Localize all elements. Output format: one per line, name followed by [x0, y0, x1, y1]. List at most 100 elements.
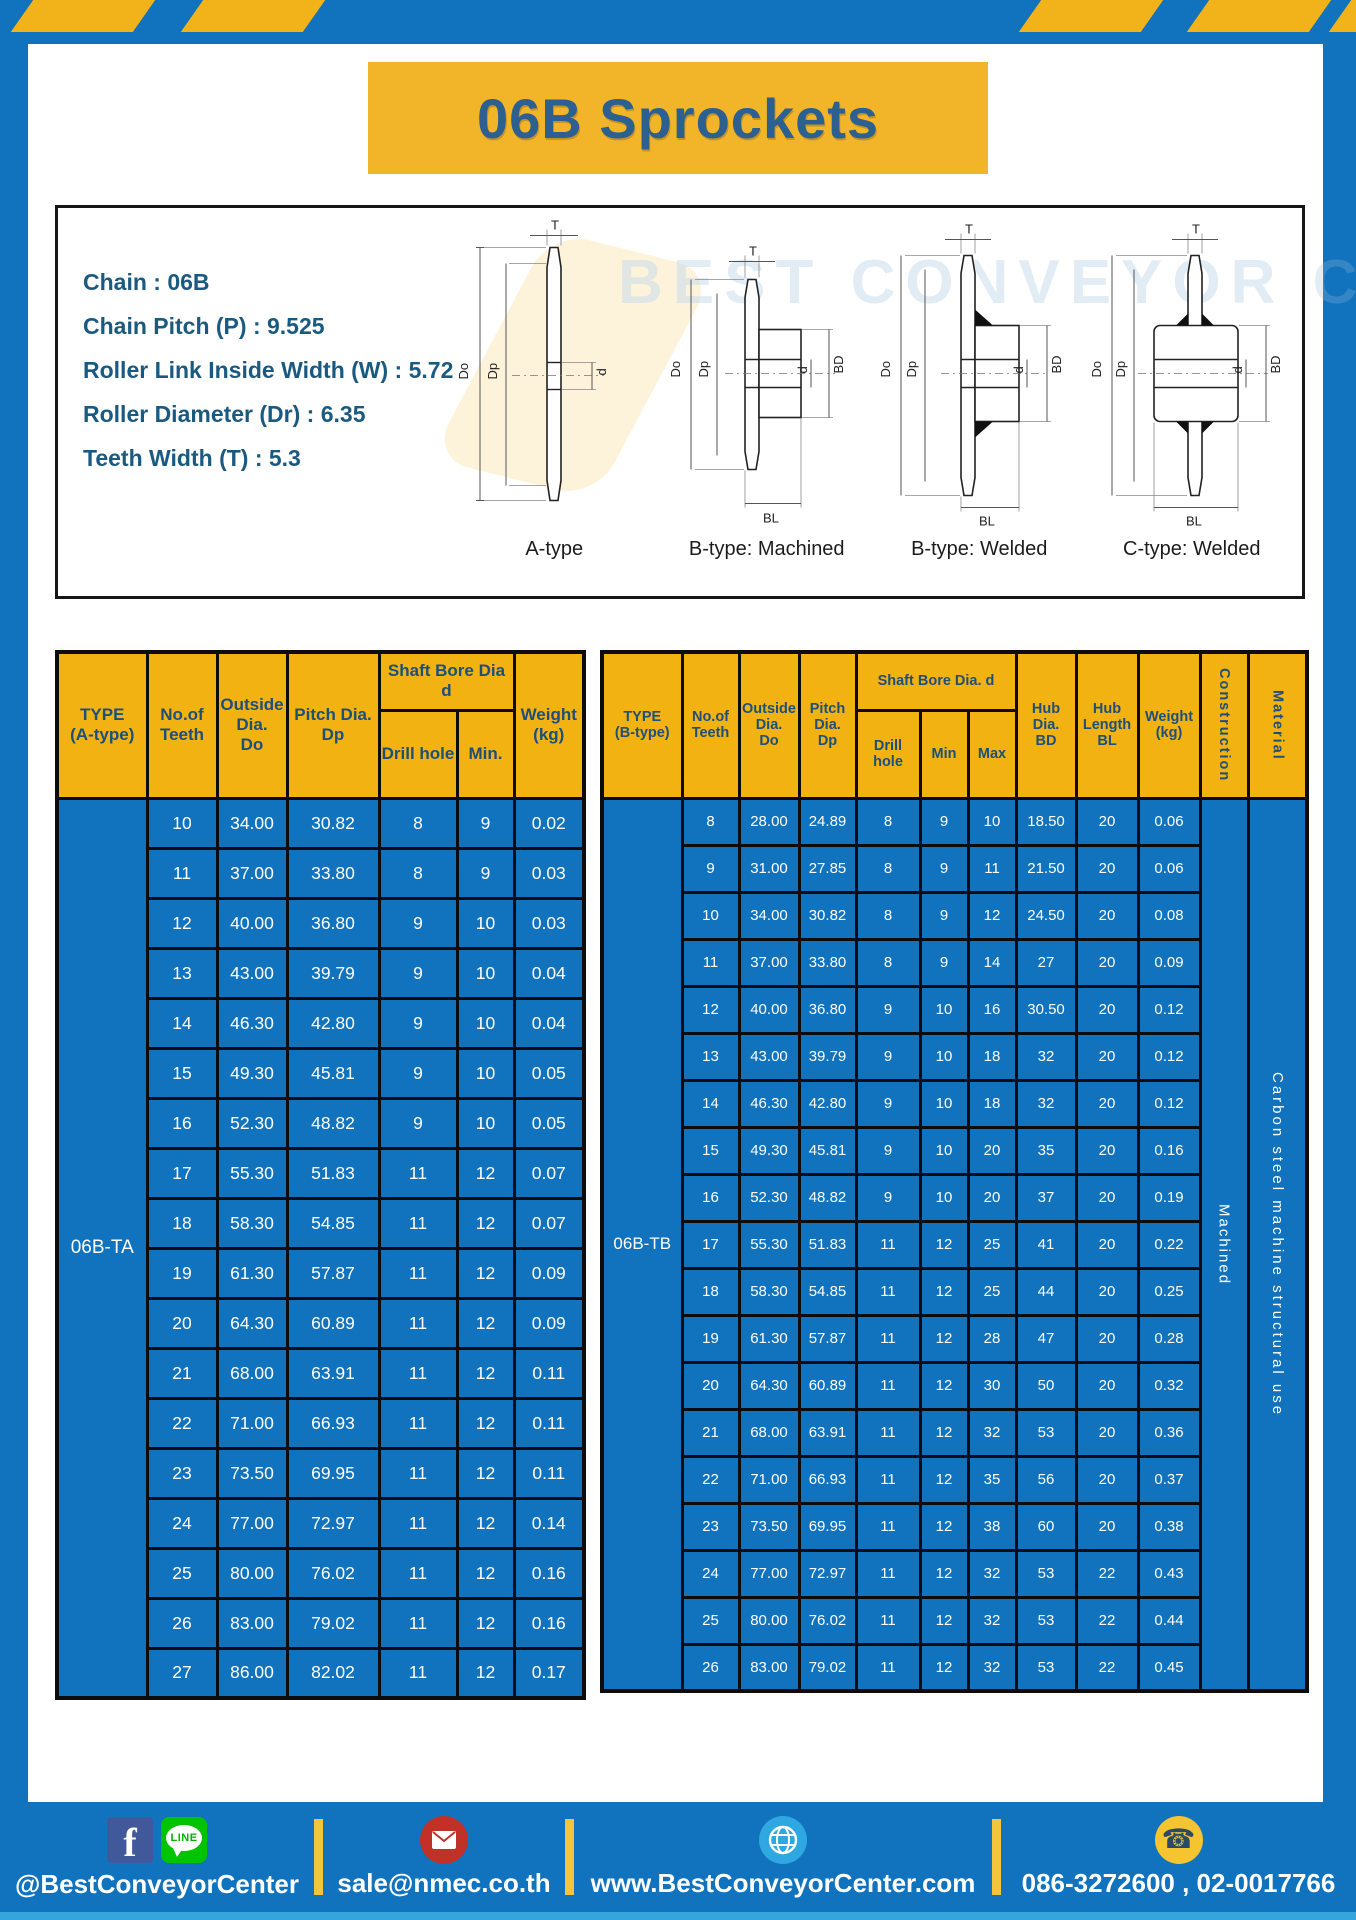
- table-cell: 8: [680, 796, 741, 847]
- table-cell: 30.82: [797, 890, 858, 941]
- dim-Do: Do: [668, 279, 744, 470]
- col-header-teeth: No.of Teeth: [145, 650, 219, 800]
- table-cell: 20: [1074, 1078, 1140, 1129]
- website-url[interactable]: www.BestConveyorCenter.com: [590, 1867, 976, 1898]
- table-cell: 11: [854, 1642, 922, 1693]
- table-b-type: TYPE (B-type) No.of Teeth Outside Dia. D…: [600, 650, 1310, 1693]
- table-cell: 0.22: [1136, 1219, 1202, 1270]
- table-cell: 11: [377, 1146, 459, 1200]
- table-cell: 0.28: [1136, 1313, 1202, 1364]
- table-cell: 18: [966, 1031, 1018, 1082]
- table-cell: 12: [455, 1596, 516, 1650]
- diagram-caption: B-type: Welded: [911, 538, 1048, 560]
- table-cell: 11: [377, 1596, 459, 1650]
- table-row: 15 49.30 45.81 9 10 20 35 20 0.16: [602, 1125, 1307, 1176]
- table-cell: 12: [455, 1546, 516, 1600]
- dim-label-bl: BL: [763, 511, 779, 526]
- table-cell: 66.93: [285, 1396, 381, 1450]
- spec-diagram-panel: BEST CONVEYOR CENTER Chain : 06B Chain P…: [55, 205, 1356, 599]
- table-cell: 0.03: [512, 846, 586, 900]
- table-row: 20 64.30 60.89 11 12 30 50 20 0.32: [602, 1360, 1307, 1411]
- table-cell: 39.79: [285, 946, 381, 1000]
- table-cell: 20: [1074, 890, 1140, 941]
- table-row: 24 77.00 72.97 11 12 0.14: [57, 1496, 586, 1550]
- table-cell: 10: [918, 984, 970, 1035]
- table-cell: 0.16: [512, 1596, 586, 1650]
- diagram-caption: C-type: Welded: [1123, 538, 1261, 560]
- table-cell: 0.17: [512, 1646, 586, 1700]
- table-cell: 41: [1014, 1219, 1078, 1270]
- table-cell: 10: [455, 1046, 516, 1100]
- table-cell: 54.85: [285, 1196, 381, 1250]
- table-cell: 0.45: [1136, 1642, 1202, 1693]
- sprocket-drawing-a-type: T Do: [456, 218, 609, 502]
- table-cell: 9: [377, 896, 459, 950]
- material-cell: Carbon steel machine structural use: [1246, 796, 1309, 1693]
- table-cell: 11: [854, 1548, 922, 1599]
- col-header-pitch: Pitch Dia. Dp: [285, 650, 381, 800]
- table-cell: 12: [455, 1346, 516, 1400]
- table-cell: 30: [966, 1360, 1018, 1411]
- table-cell: 83.00: [215, 1596, 289, 1650]
- table-cell: 22: [1074, 1595, 1140, 1646]
- table-cell: 0.07: [512, 1146, 586, 1200]
- dim-label-bl: BL: [1186, 514, 1202, 529]
- table-cell: 20: [1074, 1360, 1140, 1411]
- sprocket-profile: [941, 254, 1050, 497]
- table-cell: 76.02: [797, 1595, 858, 1646]
- table-cell: 12: [918, 1219, 970, 1270]
- table-cell: 11: [966, 843, 1018, 894]
- table-cell: 69.95: [797, 1501, 858, 1552]
- sprocket-profile: [512, 246, 605, 502]
- table-row: 16 52.30 48.82 9 10 20 37 20 0.19: [602, 1172, 1307, 1223]
- table-cell: 0.06: [1136, 843, 1202, 894]
- table-cell: 20: [1074, 843, 1140, 894]
- sprocket-profile: [724, 278, 835, 471]
- table-cell: 13: [680, 1031, 741, 1082]
- phone-numbers[interactable]: 086-3272600 , 02-0017766: [1021, 1867, 1336, 1898]
- email-address[interactable]: sale@nmec.co.th: [337, 1867, 551, 1898]
- dim-BL: BL: [1153, 422, 1239, 529]
- col-header-hub-dia: Hub Dia. BD: [1014, 650, 1078, 800]
- table-cell: 0.06: [1136, 796, 1202, 847]
- col-header-outside: Outside Dia. Do: [737, 650, 801, 800]
- table-cell: 11: [854, 1501, 922, 1552]
- table-cell: 47: [1014, 1313, 1078, 1364]
- table-cell: 8: [854, 890, 922, 941]
- table-cell: 73.50: [215, 1446, 289, 1500]
- table-cell: 11: [854, 1360, 922, 1411]
- table-cell: 58.30: [737, 1266, 801, 1317]
- table-cell: 72.97: [797, 1548, 858, 1599]
- dim-label-bd: BD: [1268, 355, 1283, 373]
- table-cell: 20: [680, 1360, 741, 1411]
- table-cell: 11: [854, 1454, 922, 1505]
- table-cell: 8: [854, 796, 922, 847]
- line-bubble-tail: [173, 1847, 183, 1857]
- table-cell: 11: [377, 1196, 459, 1250]
- table-cell: 55.30: [215, 1146, 289, 1200]
- table-cell: 12: [455, 1446, 516, 1500]
- table-row: 26 83.00 79.02 11 12 32 53 22 0.45: [602, 1642, 1307, 1693]
- table-cell: 49.30: [737, 1125, 801, 1176]
- table-cell: 9: [918, 937, 970, 988]
- table-cell: 11: [377, 1546, 459, 1600]
- table-cell: 11: [680, 937, 741, 988]
- social-handle[interactable]: @BestConveyorCenter: [15, 1868, 299, 1899]
- table-cell: 55.30: [737, 1219, 801, 1270]
- table-cell: 10: [455, 946, 516, 1000]
- col-header-hub-length: Hub Length BL: [1074, 650, 1140, 800]
- table-row: 13 43.00 39.79 9 10 0.04: [57, 946, 586, 1000]
- table-cell: 11: [377, 1346, 459, 1400]
- table-cell: 15: [145, 1046, 219, 1100]
- footer-email: sale@nmec.co.th: [323, 1815, 565, 1899]
- col-header-min: Min.: [455, 708, 516, 800]
- table-cell: 0.32: [1136, 1360, 1202, 1411]
- table-cell: 53: [1014, 1548, 1078, 1599]
- col-header-construction: Construction: [1198, 650, 1250, 800]
- diagram-caption: B-type: Machined: [688, 538, 845, 560]
- stripe-decor: [1018, 0, 1164, 32]
- table-cell: 13: [145, 946, 219, 1000]
- table-row: 06B-TB 8 28.00 24.89 8 9 10 18.50 20 0.06 Machined…: [600, 796, 1309, 1693]
- table-cell: 20: [145, 1296, 219, 1350]
- dim-d: d: [795, 359, 812, 388]
